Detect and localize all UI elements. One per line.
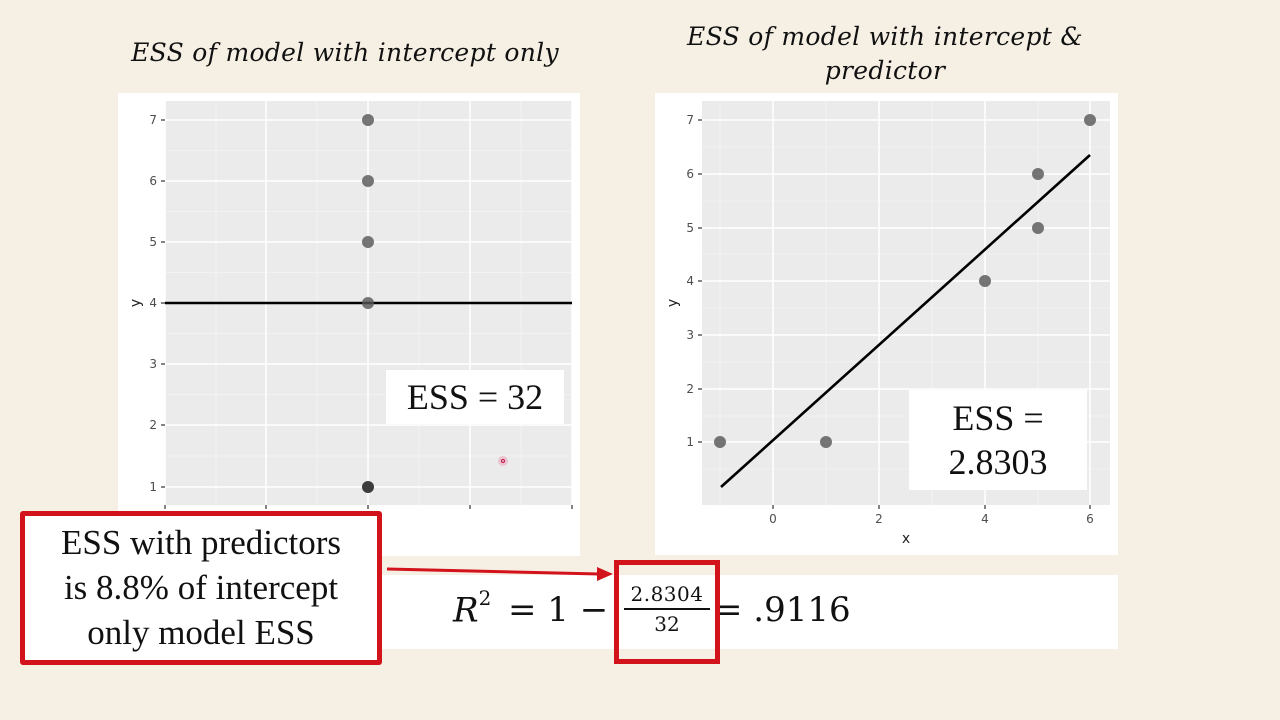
- ess-label-line2: 2.8303: [948, 442, 1048, 482]
- formula-exponent: 2: [478, 586, 492, 610]
- y-tick-5: 5: [686, 221, 694, 235]
- y-tick-2: 2: [686, 382, 694, 396]
- left-chart-title: ESS of model with intercept only: [131, 38, 559, 67]
- callout-box: ESS with predictors is 8.8% of intercept…: [20, 511, 382, 665]
- r-squared-formula-box: [382, 575, 1118, 649]
- y-tick-6: 6: [686, 167, 694, 181]
- formula-equals-one-minus: = 1 −: [508, 590, 609, 630]
- y-tick-5: 5: [149, 235, 157, 249]
- y-tick-3: 3: [686, 328, 694, 342]
- callout-line1: ESS with predictors: [61, 523, 341, 562]
- x-tick-6: 6: [1086, 512, 1094, 526]
- callout-arrow: [386, 567, 613, 581]
- ess-label-line1: ESS =: [952, 398, 1044, 438]
- y-tick-7: 7: [686, 113, 694, 127]
- y-tick-2: 2: [149, 418, 157, 432]
- y-tick-1: 1: [686, 435, 694, 449]
- fraction-bar: [624, 608, 710, 610]
- callout-line3: only model ESS: [87, 613, 315, 652]
- ess-label-with-predictor: ESS = 2.8303: [909, 390, 1087, 490]
- left-chart-panel: 7 6 5 4 3 2 1 y: [118, 93, 580, 556]
- x-tick-2: 2: [875, 512, 883, 526]
- data-points: [714, 114, 1096, 448]
- y-tick-7: 7: [149, 113, 157, 127]
- formula-result: = .9116: [714, 590, 851, 630]
- y-axis-title: y: [665, 299, 681, 307]
- mouse-cursor-indicator: [498, 456, 508, 466]
- ess-label-intercept-only: ESS = 32: [386, 370, 564, 424]
- callout-line2: is 8.8% of intercept: [63, 568, 339, 607]
- formula-r: R: [453, 590, 479, 631]
- y-tick-4: 4: [149, 296, 157, 310]
- y-tick-1: 1: [149, 480, 157, 494]
- fraction-highlight-box: [614, 560, 720, 664]
- formula-denominator: 32: [654, 612, 680, 636]
- formula-fraction: 2.8304 32: [622, 580, 712, 638]
- x-axis-title: x: [902, 531, 910, 547]
- left-chart-plot: 7 6 5 4 3 2 1 y: [128, 101, 573, 509]
- x-tick-4: 4: [981, 512, 989, 526]
- y-axis-title: y: [128, 299, 144, 307]
- x-tick-0: 0: [769, 512, 777, 526]
- regression-line: [720, 154, 1091, 488]
- data-points: [362, 114, 374, 493]
- formula-numerator: 2.8304: [630, 582, 704, 606]
- right-chart-title: ESS of model with intercept & predictor: [687, 22, 1083, 85]
- y-tick-3: 3: [149, 357, 157, 371]
- y-tick-4: 4: [686, 274, 694, 288]
- formula-r-squared: R2: [453, 586, 491, 631]
- y-tick-6: 6: [149, 174, 157, 188]
